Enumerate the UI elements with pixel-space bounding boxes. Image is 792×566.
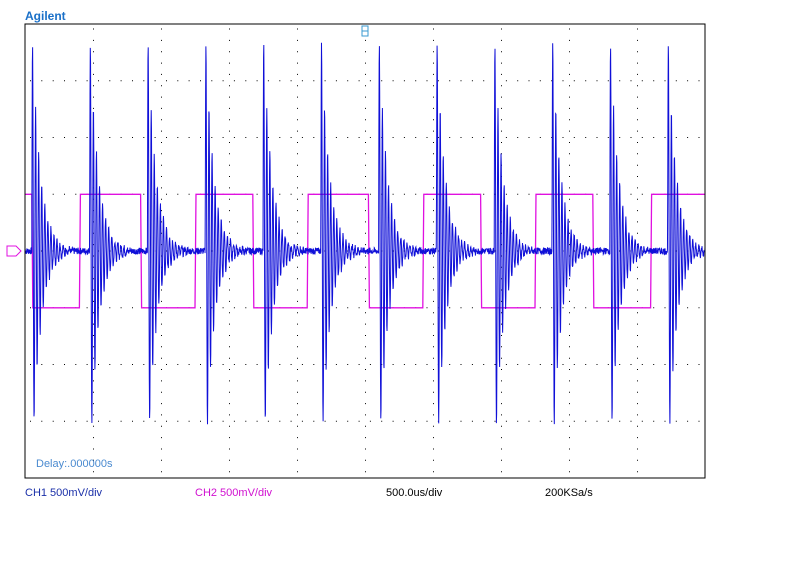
ch1-trace-group: [24, 42, 706, 425]
ch2-trace-group: [25, 193, 705, 309]
screen-frame: [24, 23, 706, 479]
brand-logo-text: Agilent: [25, 9, 66, 23]
ch2-scale-label: CH2 500mV/div: [195, 487, 273, 499]
ch2-trace: [25, 193, 705, 309]
marker-group: [6, 25, 369, 257]
trigger-marker-icon: [361, 25, 369, 37]
ground-marker-icon: [6, 245, 22, 257]
ch1-scale-label: CH1 500mV/div: [25, 487, 103, 499]
delay-readout: Delay:.000000s: [36, 458, 113, 470]
timebase-label: 500.0us/div: [386, 487, 443, 499]
sample-rate-label: 200KSa/s: [545, 487, 593, 499]
ch1-trace: [24, 42, 706, 425]
